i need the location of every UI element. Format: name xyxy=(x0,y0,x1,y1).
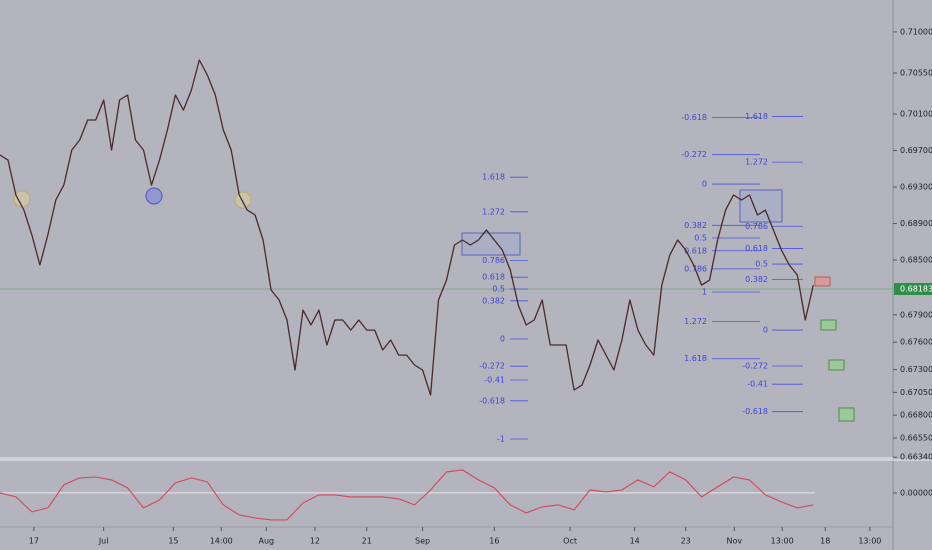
y-tick-label: 0.70550 xyxy=(900,69,932,78)
fib-label: 1.272 xyxy=(745,158,768,167)
x-tick-label: 18 xyxy=(820,537,830,546)
x-tick-label: Aug xyxy=(258,537,274,546)
highlight-circle xyxy=(145,187,163,205)
y-tick-label: 0.69700 xyxy=(900,146,932,155)
fib-label: 1.272 xyxy=(482,207,505,216)
highlight-circle xyxy=(13,190,31,208)
y-tick-label: 0.68900 xyxy=(900,219,932,228)
target-box xyxy=(820,319,837,331)
fib-label: 0.382 xyxy=(745,275,768,284)
fib-label: -0.272 xyxy=(479,362,505,371)
x-tick-label: 13:00 xyxy=(771,537,794,546)
fib-label: -0.272 xyxy=(742,361,768,370)
y-tick-label: 0.66340 xyxy=(900,453,932,462)
fib-label: -0.618 xyxy=(479,396,505,405)
fib-label: 0.786 xyxy=(745,222,768,231)
x-tick-label: Oct xyxy=(563,537,577,546)
fib-label: 1.272 xyxy=(684,317,707,326)
y-tick-label: 0.67900 xyxy=(900,310,932,319)
fib-label: 0 xyxy=(500,335,505,344)
y-tick-label: 0.67300 xyxy=(900,365,932,374)
x-tick-label: 12 xyxy=(310,537,320,546)
x-tick-label: 21 xyxy=(362,537,372,546)
target-box xyxy=(828,359,845,371)
range-box xyxy=(739,189,783,223)
x-tick-label: 23 xyxy=(681,537,691,546)
x-tick-label: 15 xyxy=(168,537,178,546)
y-tick-label: 0.66800 xyxy=(900,411,932,420)
target-box xyxy=(814,276,831,287)
fib-label: -1 xyxy=(497,435,505,444)
fib-label: 0.5 xyxy=(694,234,707,243)
fib-label: 0.382 xyxy=(482,296,505,305)
fib-label: 0.618 xyxy=(684,246,707,255)
x-tick-label: 16 xyxy=(489,537,499,546)
y-tick-label: 0.71000 xyxy=(900,27,932,36)
y-tick-label: 0.67600 xyxy=(900,338,932,347)
fib-label: 0 xyxy=(702,180,707,189)
fib-label: 0.618 xyxy=(745,244,768,253)
fib-label: -0.41 xyxy=(484,376,505,385)
fib-label: 0.618 xyxy=(482,273,505,282)
range-box xyxy=(461,232,521,256)
last-price-label: 0.68183 xyxy=(900,284,932,293)
x-tick-label: 14 xyxy=(630,537,640,546)
fib-tool: 1.618 1.272 0.786 0.618 0.5 0.382 0 -0.272 -0.41… xyxy=(742,112,803,416)
fib-label: 1.618 xyxy=(482,173,505,182)
fib-label: 1.618 xyxy=(684,354,707,363)
x-tick-label: Jul xyxy=(98,537,109,546)
x-tick-label: 13:00 xyxy=(858,537,881,546)
fib-label: 0 xyxy=(763,326,768,335)
target-box xyxy=(838,407,855,422)
fib-tool: 1.618 1.272 0.786 0.618 0.5 0.382 0 -0.272 -0.41… xyxy=(479,173,528,444)
y-tick-label: 0.70100 xyxy=(900,110,932,119)
fib-label: 0.5 xyxy=(755,260,768,269)
y-tick-label: 0.00000 xyxy=(900,488,932,497)
x-tick-label: Nov xyxy=(727,537,743,546)
x-tick-label: 17 xyxy=(29,537,39,546)
x-tick-label: Sep xyxy=(415,537,430,546)
fib-label: 0.5 xyxy=(492,284,505,293)
y-tick-label: 0.68500 xyxy=(900,256,932,265)
x-tick-label: 14:00 xyxy=(210,537,233,546)
price-line xyxy=(0,59,814,396)
fib-label: 0.786 xyxy=(482,256,505,265)
y-tick-label: 0.69300 xyxy=(900,183,932,192)
fib-label: -0.272 xyxy=(681,150,707,159)
fib-label: -0.618 xyxy=(681,113,707,122)
fib-label: 0.382 xyxy=(684,221,707,230)
fib-label: 1.618 xyxy=(745,112,768,121)
fib-label: 1 xyxy=(702,288,707,297)
fib-label: -0.41 xyxy=(747,380,768,389)
fib-label: -0.618 xyxy=(742,407,768,416)
oscillator-line xyxy=(0,469,814,521)
y-tick-label: 0.67050 xyxy=(900,388,932,397)
highlight-circle xyxy=(234,191,252,209)
y-tick-label: 0.66550 xyxy=(900,434,932,443)
last-price-box xyxy=(894,282,932,295)
